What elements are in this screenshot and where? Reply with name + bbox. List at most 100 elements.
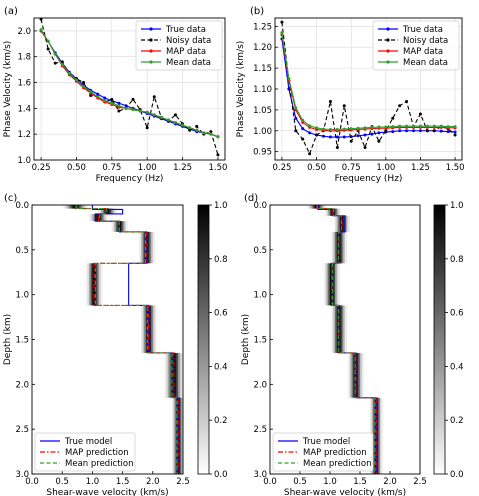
legend-box bbox=[372, 20, 460, 71]
heatmap-cell bbox=[341, 305, 344, 353]
colorbar-tick-label: 1.0 bbox=[214, 201, 228, 211]
legend-label: Mean prediction bbox=[303, 459, 372, 469]
heatmap-cell bbox=[308, 205, 311, 209]
colorbar bbox=[197, 204, 210, 475]
x-axis-label: Frequency (Hz) bbox=[96, 174, 164, 184]
colorbar-tick-label: 0.6 bbox=[450, 309, 464, 319]
data-point bbox=[152, 113, 156, 117]
colorbar-tick-label: 0.2 bbox=[450, 416, 464, 426]
data-point bbox=[209, 130, 213, 134]
y-tick-label: 1.15 bbox=[253, 64, 272, 74]
legend-label: MAP data bbox=[166, 47, 206, 57]
heatmap-cell bbox=[115, 208, 118, 214]
heatmap-cell bbox=[328, 208, 331, 216]
data-point bbox=[124, 106, 128, 110]
panel-3: (d)0.00.20.40.60.81.00.0 0.5 1.0 1.5 2.0 2.50… bbox=[241, 193, 464, 496]
heatmap-cell bbox=[80, 205, 83, 209]
data-point bbox=[349, 139, 353, 143]
x-tick-label: 1.00 bbox=[376, 163, 395, 173]
colorbar-tick-label: 0.2 bbox=[214, 416, 228, 426]
heatmap-cell bbox=[85, 205, 88, 209]
heatmap-cell bbox=[100, 208, 103, 214]
data-point bbox=[308, 131, 312, 135]
heatmap-cell bbox=[119, 221, 122, 232]
data-point bbox=[405, 100, 409, 104]
y-tick-label: 2.0 bbox=[15, 380, 29, 390]
data-point bbox=[342, 127, 346, 131]
heatmap-cell bbox=[139, 231, 142, 264]
heatmap-cell bbox=[142, 305, 145, 353]
heatmap-cell bbox=[97, 208, 100, 214]
x-tick-label: 0.25 bbox=[32, 163, 51, 173]
data-point bbox=[117, 104, 121, 108]
heatmap-cell bbox=[104, 208, 107, 214]
heatmap-cell bbox=[181, 352, 184, 398]
data-point bbox=[181, 123, 185, 127]
data-point bbox=[195, 128, 199, 132]
heatmap-cell bbox=[330, 263, 333, 306]
heatmap-cell bbox=[345, 305, 348, 353]
y-tick-label: 1.2 bbox=[17, 130, 31, 140]
series-mean-data bbox=[39, 28, 220, 139]
data-point bbox=[173, 113, 177, 117]
legend-marker bbox=[386, 27, 390, 31]
data-point bbox=[294, 106, 298, 110]
x-tick-label: 1.5 bbox=[116, 477, 130, 487]
data-point bbox=[356, 134, 360, 138]
heatmap-cell bbox=[102, 213, 105, 222]
x-tick-label: 0.50 bbox=[307, 163, 326, 173]
legend-marker bbox=[149, 60, 153, 64]
y-tick-label: 3.0 bbox=[253, 470, 267, 480]
data-point bbox=[328, 100, 332, 104]
heatmap-cell bbox=[338, 263, 341, 306]
data-point bbox=[152, 95, 156, 99]
data-point bbox=[117, 109, 121, 113]
y-axis-label: Phase Velocity (km/s) bbox=[3, 41, 13, 138]
data-point bbox=[398, 104, 402, 108]
colorbar-tick-label: 0.8 bbox=[214, 255, 228, 265]
data-point bbox=[294, 116, 298, 120]
heatmap-cell bbox=[313, 205, 316, 209]
data-point bbox=[439, 124, 443, 128]
x-tick-label: 0.75 bbox=[102, 163, 121, 173]
heatmap-cell bbox=[345, 215, 348, 232]
heatmap-cell bbox=[381, 397, 384, 474]
data-point bbox=[294, 129, 298, 133]
heatmap-cell bbox=[325, 205, 328, 209]
y-tick-label: 1.8 bbox=[17, 53, 31, 63]
heatmap-cell bbox=[343, 215, 346, 232]
data-point bbox=[46, 47, 50, 51]
data-point bbox=[328, 128, 332, 132]
data-point bbox=[398, 129, 402, 133]
legend-marker bbox=[386, 49, 390, 53]
heatmap-cell bbox=[336, 231, 339, 264]
colorbar-tick-label: 0.6 bbox=[214, 309, 228, 319]
y-tick-label: 1.4 bbox=[17, 104, 31, 114]
heatmap-cell bbox=[105, 208, 108, 214]
heatmap-cell bbox=[99, 263, 102, 306]
heatmap-cell bbox=[87, 205, 90, 209]
data-point bbox=[384, 125, 388, 129]
legend-label: True data bbox=[165, 25, 206, 35]
x-axis-label: Shear-wave velocity (km/s) bbox=[284, 488, 406, 496]
data-point bbox=[453, 133, 457, 137]
data-point bbox=[377, 125, 381, 129]
data-point bbox=[301, 120, 305, 124]
x-tick-label: 0.25 bbox=[272, 163, 291, 173]
heatmap-cell bbox=[315, 205, 318, 209]
heatmap-cell bbox=[310, 205, 313, 209]
heatmap-cell bbox=[353, 352, 356, 398]
heatmap-cell bbox=[166, 352, 169, 398]
heatmap-cell bbox=[335, 263, 338, 306]
x-tick-label: 0.0 bbox=[263, 477, 277, 487]
heatmap-cell bbox=[350, 352, 353, 398]
data-point bbox=[418, 124, 422, 128]
legend-label: Mean data bbox=[403, 58, 448, 68]
y-tick-label: 1.6 bbox=[17, 79, 31, 89]
data-point bbox=[405, 129, 409, 133]
legend-box bbox=[34, 432, 136, 472]
heatmap-cell bbox=[348, 215, 351, 232]
heatmap-cell bbox=[115, 221, 118, 232]
heatmap-cell bbox=[335, 231, 338, 264]
